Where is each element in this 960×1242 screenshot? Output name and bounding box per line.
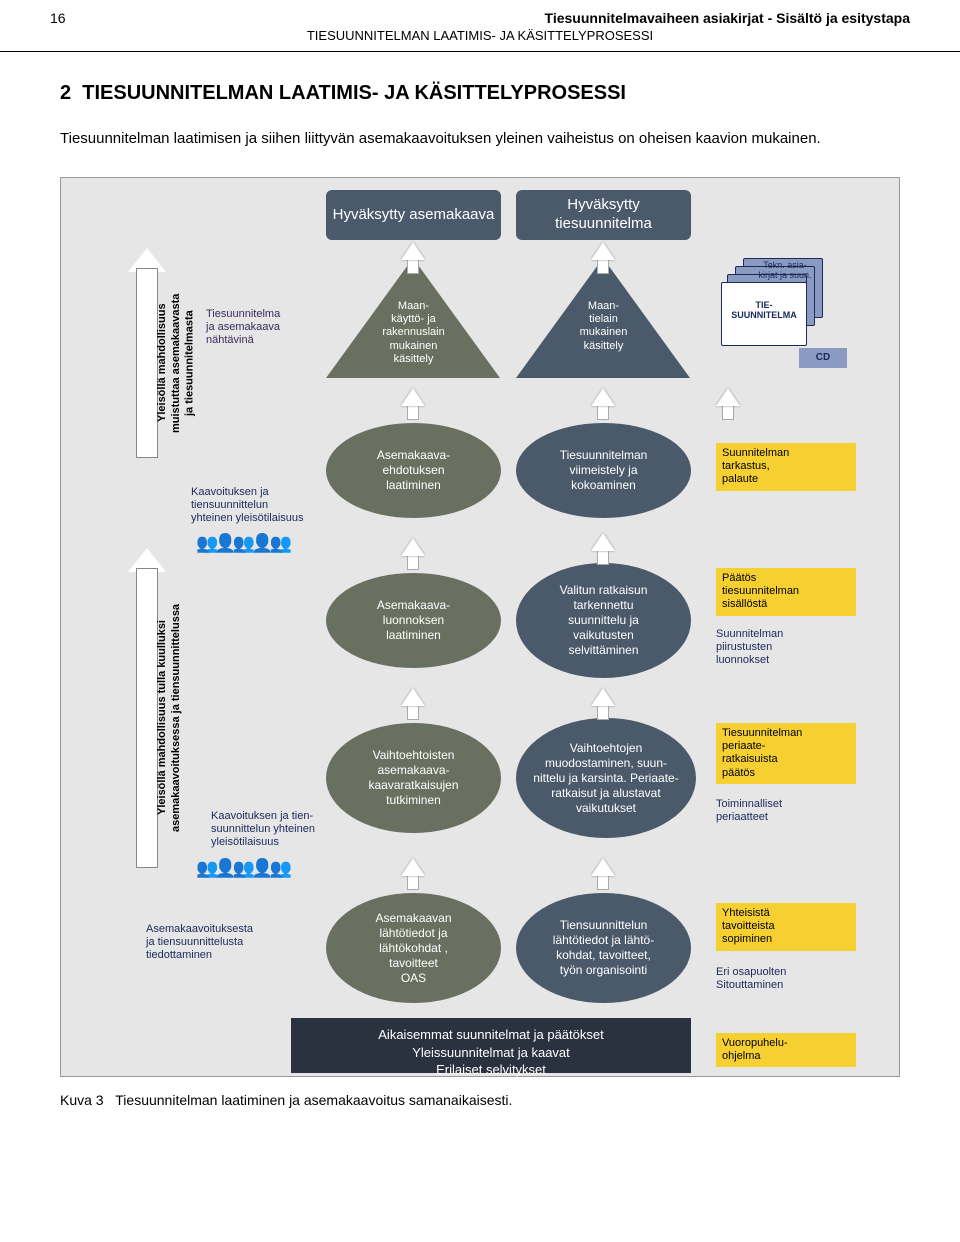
sl1: Tiesuunnitelmaja asemakaavanähtävinä <box>206 308 336 348</box>
sl4: Asemakaavoituksestaja tiensuunnittelusta… <box>146 923 276 963</box>
sr2b: Suunnitelmanpiirustustenluonnokset <box>716 628 856 668</box>
big-arrow-body <box>136 268 158 458</box>
figure-caption: Kuva 3 Tiesuunnitelman laatiminen ja ase… <box>0 1077 960 1128</box>
section-paragraph: Tiesuunnitelman laatimisen ja siihen lii… <box>60 130 900 147</box>
arrow-up-icon <box>401 538 425 556</box>
sr5: Vuoropuhelu-ohjelma <box>716 1033 856 1067</box>
viimeistely: Tiesuunnitelmanviimeistely jakokoaminen <box>516 423 691 518</box>
ehdotus: Asemakaava-ehdotuksenlaatiminen <box>326 423 501 518</box>
arrow-up-icon <box>591 688 615 706</box>
header-title: Tiesuunnitelmavaiheen asiakirjat - Sisäl… <box>545 10 910 26</box>
sr4a: Yhteisistätavoitteistasopiminen <box>716 903 856 951</box>
arrow-up-icon <box>401 688 425 706</box>
big-arrow-body <box>136 568 158 868</box>
sr1: Suunnitelmantarkastus,palaute <box>716 443 856 491</box>
page-header: 16 Tiesuunnitelmavaiheen asiakirjat - Si… <box>0 0 960 52</box>
valittu: Valitun ratkaisuntarkennettusuunnittelu … <box>516 563 691 678</box>
sl2: Kaavoituksen jatiensuunnittelunyhteinen … <box>191 486 321 526</box>
people-icon: 👥👤👥👤👥 <box>196 533 288 554</box>
tri-left: Maan-käyttö- jarakennuslainmukainenkäsit… <box>326 258 501 378</box>
arrow-up-icon <box>401 858 425 876</box>
luonnos: Asemakaava-luonnoksenlaatiminen <box>326 573 501 668</box>
bottom-bar: Aikaisemmat suunnitelmat ja päätöksetYle… <box>291 1018 691 1073</box>
header-subtitle: TIESUUNNITELMAN LAATIMIS- JA KÄSITTELYPR… <box>50 28 910 43</box>
arrow-up-icon <box>401 388 425 406</box>
muodostaminen: Vaihtoehtojenmuodostaminen, suun-nittelu… <box>516 718 696 838</box>
sr3b: Toiminnallisetperiaatteet <box>716 798 856 824</box>
process-diagram: Hyväksytty asemakaava Hyväksytty tiesuunn… <box>60 177 900 1077</box>
tri-right: Maan-tielainmukainenkäsittely <box>516 258 691 378</box>
lahtotiedot-a: Asemakaavanlähtötiedot jalähtökohdat ,ta… <box>326 893 501 1003</box>
arrow-up-icon <box>401 242 425 260</box>
vaihtoehto: Vaihtoehtoistenasemakaava-kaavaratkaisuj… <box>326 723 501 833</box>
cd-box: CD <box>799 348 847 368</box>
rot1: Yleisöllä mahdollisuusmuistuttaa asemaka… <box>156 258 197 468</box>
sr4b: Eri osapuoltenSitouttaminen <box>716 966 856 992</box>
doc-stack: Tekn. asia-kirjat ja suun.aineistoTIE-SU… <box>721 258 861 378</box>
page-number: 16 <box>50 10 66 26</box>
arrow-up-icon <box>591 858 615 876</box>
arrow-up-icon <box>591 242 615 260</box>
section-body: 2 TIESUUNNITELMAN LAATIMIS- JA KÄSITTELY… <box>0 52 960 177</box>
section-heading: 2 TIESUUNNITELMAN LAATIMIS- JA KÄSITTELY… <box>60 82 900 105</box>
lahtotiedot-t: Tiensuunnittelunlähtötiedot ja lähtö-koh… <box>516 893 691 1003</box>
hyvaksytty-tiesuunnitelma: Hyväksytty tiesuunnitelma <box>516 190 691 240</box>
sl3: Kaavoituksen ja tien-suunnittelun yhtein… <box>211 810 341 850</box>
rot2: Yleisöllä mahdollisuus tulla kuulluksias… <box>156 558 184 878</box>
arrow-up-icon <box>591 533 615 551</box>
people-icon: 👥👤👥👤👥 <box>196 858 288 879</box>
sr2a: Päätöstiesuunnitelmansisällöstä <box>716 568 856 616</box>
sr3a: Tiesuunnitelmanperiaate-ratkaisuistapäät… <box>716 723 856 784</box>
arrow-up-icon <box>591 388 615 406</box>
hyvaksytty-asemakaava: Hyväksytty asemakaava <box>326 190 501 240</box>
arrow-up-icon <box>716 388 740 406</box>
